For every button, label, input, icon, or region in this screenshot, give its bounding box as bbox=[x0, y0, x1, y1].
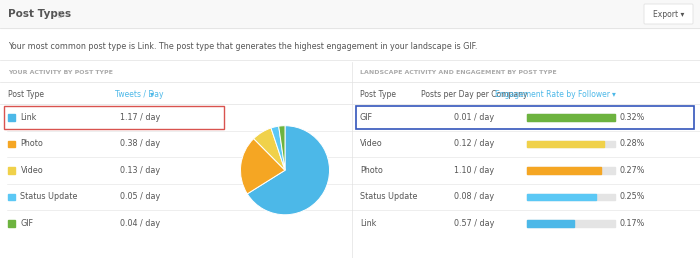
Text: Export ▾: Export ▾ bbox=[653, 10, 684, 19]
Bar bbox=[8, 194, 15, 200]
Wedge shape bbox=[247, 126, 330, 215]
Text: Video: Video bbox=[20, 166, 43, 175]
Text: Your most common post type is Link. The post type that generates the highest eng: Your most common post type is Link. The … bbox=[8, 42, 477, 51]
Wedge shape bbox=[271, 126, 285, 170]
Bar bbox=[527, 194, 615, 200]
Text: 0.28%: 0.28% bbox=[619, 139, 645, 148]
Bar bbox=[527, 167, 615, 173]
Bar bbox=[527, 194, 596, 200]
Text: GIF: GIF bbox=[360, 113, 373, 122]
Text: 0.25%: 0.25% bbox=[619, 192, 645, 201]
Text: Status Update: Status Update bbox=[20, 192, 78, 201]
Wedge shape bbox=[279, 126, 285, 170]
Text: Photo: Photo bbox=[360, 166, 383, 175]
Bar bbox=[4, 106, 224, 129]
Text: 0.27%: 0.27% bbox=[619, 166, 645, 175]
Bar bbox=[356, 106, 694, 129]
Text: 0.17%: 0.17% bbox=[619, 219, 645, 228]
Bar bbox=[0, 0, 700, 28]
Text: YOUR ACTIVITY BY POST TYPE: YOUR ACTIVITY BY POST TYPE bbox=[8, 69, 113, 75]
Bar bbox=[527, 220, 615, 227]
Text: 1.17 / day: 1.17 / day bbox=[120, 113, 160, 122]
Bar bbox=[8, 167, 15, 173]
Text: 0.13 / day: 0.13 / day bbox=[120, 166, 160, 175]
Text: Photo: Photo bbox=[20, 139, 43, 148]
Text: Post Type: Post Type bbox=[360, 90, 396, 99]
Bar bbox=[527, 114, 615, 120]
Bar bbox=[8, 141, 15, 147]
Text: Link: Link bbox=[360, 219, 377, 228]
Text: GIF: GIF bbox=[20, 219, 34, 228]
Text: LANDSCAPE ACTIVITY AND ENGAGEMENT BY POST TYPE: LANDSCAPE ACTIVITY AND ENGAGEMENT BY POS… bbox=[360, 69, 556, 75]
Wedge shape bbox=[253, 128, 285, 170]
Text: 0.38 / day: 0.38 / day bbox=[120, 139, 160, 148]
Bar bbox=[8, 114, 15, 120]
Text: 0.57 / day: 0.57 / day bbox=[454, 219, 494, 228]
Text: Status Update: Status Update bbox=[360, 192, 417, 201]
Text: 0.12 / day: 0.12 / day bbox=[454, 139, 494, 148]
Bar bbox=[8, 220, 15, 227]
Text: Post Type: Post Type bbox=[8, 90, 44, 99]
Bar bbox=[527, 141, 615, 147]
Text: ▾: ▾ bbox=[150, 90, 154, 99]
Bar bbox=[527, 141, 604, 147]
Text: Post Types: Post Types bbox=[8, 9, 71, 19]
Bar bbox=[527, 167, 601, 173]
Bar bbox=[527, 114, 615, 120]
Text: ⓘ: ⓘ bbox=[58, 11, 62, 17]
Text: 1.10 / day: 1.10 / day bbox=[454, 166, 494, 175]
FancyBboxPatch shape bbox=[644, 4, 693, 24]
Text: Video: Video bbox=[360, 139, 383, 148]
Text: Tweets / Day: Tweets / Day bbox=[115, 90, 164, 99]
Text: 0.32%: 0.32% bbox=[619, 113, 645, 122]
Text: ▾: ▾ bbox=[612, 90, 616, 99]
Text: 0.01 / day: 0.01 / day bbox=[454, 113, 494, 122]
Text: Link: Link bbox=[20, 113, 37, 122]
Text: Posts per Day per Company: Posts per Day per Company bbox=[421, 90, 527, 99]
Bar bbox=[527, 220, 574, 227]
Text: 0.05 / day: 0.05 / day bbox=[120, 192, 160, 201]
Text: 0.08 / day: 0.08 / day bbox=[454, 192, 494, 201]
Text: Engagement Rate by Follower: Engagement Rate by Follower bbox=[495, 90, 610, 99]
Wedge shape bbox=[241, 139, 285, 194]
Text: 0.04 / day: 0.04 / day bbox=[120, 219, 160, 228]
